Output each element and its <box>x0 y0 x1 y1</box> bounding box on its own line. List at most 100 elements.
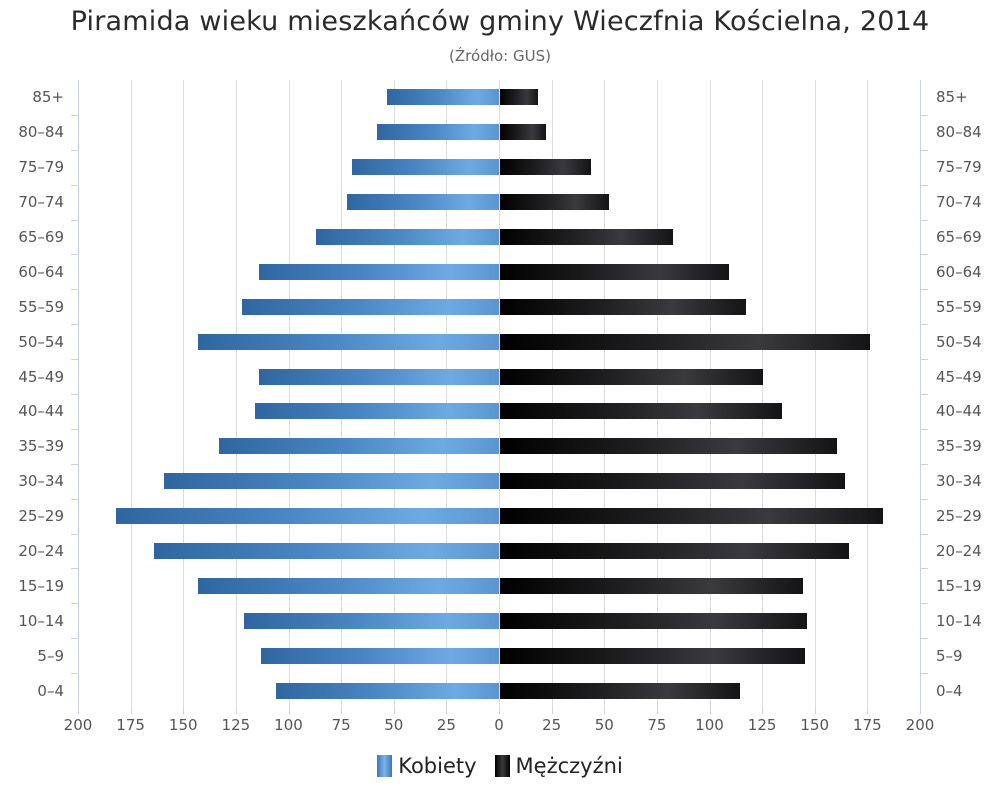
bar-male[interactable] <box>500 577 804 594</box>
y-tick <box>71 498 79 500</box>
bar-female[interactable] <box>261 647 499 664</box>
bar-male[interactable] <box>500 543 850 559</box>
gridline <box>814 80 816 708</box>
legend: Kobiety Mężczyźni <box>0 754 1000 778</box>
bar-male[interactable] <box>500 438 837 455</box>
y-tick-label-right: 75–79 <box>936 158 982 177</box>
bar-male[interactable] <box>500 159 591 176</box>
y-tick <box>920 254 928 256</box>
y-tick <box>920 219 928 221</box>
y-tick-label-left: 60–64 <box>18 262 64 281</box>
y-tick <box>71 394 79 395</box>
bar-male[interactable] <box>500 229 673 245</box>
y-tick <box>920 533 928 535</box>
bar-female[interactable] <box>376 124 499 141</box>
y-tick <box>71 114 79 116</box>
bar-female[interactable] <box>244 612 499 629</box>
y-tick <box>71 428 79 430</box>
y-tick-label-left: 70–74 <box>18 193 64 212</box>
bar-female[interactable] <box>275 682 499 699</box>
bar-male[interactable] <box>500 298 747 315</box>
y-tick-label-left: 5–9 <box>37 646 64 665</box>
y-tick-label-right: 25–29 <box>936 507 982 526</box>
bar-male[interactable] <box>500 682 740 699</box>
bar-male[interactable] <box>500 263 730 280</box>
y-tick <box>71 289 79 291</box>
y-tick <box>71 359 79 361</box>
y-tick <box>920 428 928 430</box>
y-tick-label-left: 50–54 <box>18 332 64 351</box>
y-tick-label-left: 35–39 <box>18 437 64 456</box>
y-tick <box>71 603 79 605</box>
bar-male[interactable] <box>500 333 871 350</box>
x-tick <box>604 708 606 714</box>
y-tick-label-left: 65–69 <box>18 228 64 246</box>
x-tick <box>814 708 816 714</box>
bar-male[interactable] <box>500 647 806 664</box>
y-tick-label-right: 55–59 <box>936 297 982 316</box>
x-tick-label: 25 <box>542 716 562 734</box>
bar-female[interactable] <box>197 577 499 594</box>
y-tick <box>920 289 928 291</box>
y-tick-label-left: 85+ <box>32 88 64 107</box>
gridline <box>130 80 132 708</box>
x-tick <box>656 708 658 714</box>
y-tick-label-left: 20–24 <box>18 542 64 560</box>
gridline <box>551 80 553 708</box>
bar-male[interactable] <box>500 612 808 629</box>
bar-female[interactable] <box>254 403 499 420</box>
y-tick-label-right: 40–44 <box>936 402 982 421</box>
bar-female[interactable] <box>153 543 499 559</box>
bar-male[interactable] <box>500 368 764 385</box>
y-tick-label-right: 65–69 <box>936 228 982 246</box>
y-tick-label-left: 75–79 <box>18 158 64 177</box>
y-tick-label-right: 50–54 <box>936 332 982 351</box>
bar-male[interactable] <box>500 508 884 525</box>
y-tick-label-left: 40–44 <box>18 402 64 421</box>
y-tick-label-left: 80–84 <box>18 123 64 142</box>
x-tick-label: 150 <box>168 716 198 734</box>
x-tick <box>551 708 553 714</box>
x-tick-label: 100 <box>695 716 724 734</box>
gridline <box>446 80 448 708</box>
x-tick-label: 50 <box>594 716 614 734</box>
bar-male[interactable] <box>500 473 846 490</box>
bar-male[interactable] <box>500 403 783 420</box>
chart-subtitle: (Źródło: GUS) <box>449 47 551 65</box>
gridline <box>183 80 185 708</box>
bar-female[interactable] <box>164 473 499 490</box>
bar-female[interactable] <box>387 89 499 106</box>
bar-female[interactable] <box>197 333 499 350</box>
x-tick-label: 125 <box>747 716 777 734</box>
y-tick-label-left: 15–19 <box>18 576 64 595</box>
legend-item-male[interactable]: Mężczyźni <box>494 754 623 778</box>
bar-female[interactable] <box>259 263 499 280</box>
y-tick <box>71 533 79 535</box>
gridline <box>762 80 764 708</box>
x-tick <box>499 708 500 714</box>
gridline <box>867 80 869 708</box>
y-tick-label-left: 10–14 <box>18 611 64 630</box>
bar-male[interactable] <box>500 89 538 106</box>
x-tick <box>762 708 764 714</box>
bar-female[interactable] <box>219 438 499 455</box>
bar-female[interactable] <box>351 159 499 176</box>
x-tick-label: 50 <box>384 716 404 734</box>
bar-female[interactable] <box>347 194 499 211</box>
legend-label-male: Mężczyźni <box>515 754 623 778</box>
y-tick-label-right: 70–74 <box>936 193 982 212</box>
bar-female[interactable] <box>115 508 499 525</box>
gridline <box>604 80 606 708</box>
x-tick-label: 100 <box>274 716 303 734</box>
bar-female[interactable] <box>259 368 499 385</box>
bar-female[interactable] <box>315 229 499 245</box>
bar-female[interactable] <box>242 298 499 315</box>
y-tick <box>920 359 928 361</box>
x-tick <box>341 708 343 714</box>
y-tick <box>920 394 928 395</box>
y-tick <box>920 568 928 570</box>
bar-male[interactable] <box>500 194 610 211</box>
bar-male[interactable] <box>500 124 547 141</box>
gridline <box>656 80 658 708</box>
legend-item-female[interactable]: Kobiety <box>377 754 477 778</box>
